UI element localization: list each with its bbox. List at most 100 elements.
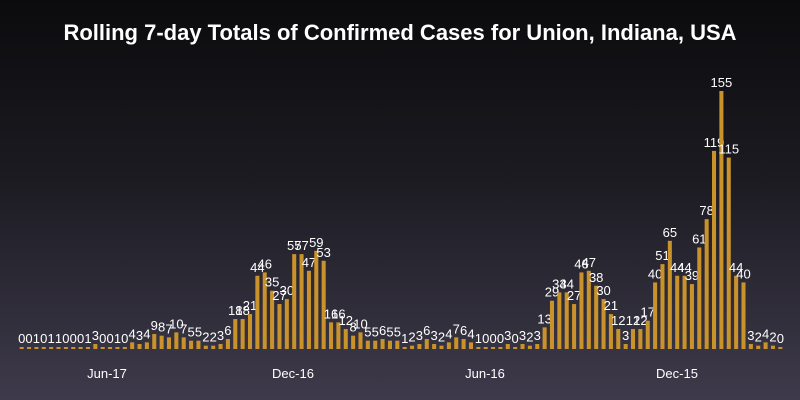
- data-label: 4: [143, 326, 150, 341]
- data-label: 59: [309, 235, 323, 250]
- bar: [351, 335, 356, 349]
- data-label: 12: [611, 313, 625, 328]
- bar: [225, 339, 230, 349]
- data-label: 34: [559, 276, 573, 291]
- bar: [756, 345, 761, 349]
- data-label: 1: [475, 331, 482, 346]
- x-tick-label: Dec-15: [656, 366, 698, 381]
- x-tick-label: Jun-16: [465, 366, 505, 381]
- data-label: 3: [217, 328, 224, 343]
- data-label: 2: [210, 330, 217, 345]
- bar: [174, 332, 179, 349]
- bar: [395, 340, 400, 349]
- bar: [653, 282, 658, 349]
- bar: [682, 275, 687, 349]
- bar: [56, 347, 61, 349]
- bar: [527, 345, 532, 349]
- data-label: 4: [445, 326, 452, 341]
- data-label: 7: [165, 321, 172, 336]
- data-label: 17: [641, 305, 655, 320]
- bar: [329, 322, 334, 349]
- data-label: 0: [482, 331, 489, 346]
- data-label: 0: [497, 331, 504, 346]
- data-label: 7: [453, 321, 460, 336]
- data-label: 155: [711, 75, 733, 90]
- bar: [498, 347, 503, 349]
- data-label: 27: [272, 288, 286, 303]
- data-label: 3: [747, 328, 754, 343]
- data-label: 8: [350, 320, 357, 335]
- data-label: 51: [655, 248, 669, 263]
- bar: [108, 347, 113, 349]
- bar: [763, 342, 768, 349]
- data-label: 4: [129, 326, 136, 341]
- data-label: 2: [769, 330, 776, 345]
- data-label: 27: [567, 288, 581, 303]
- data-label: 1: [48, 331, 55, 346]
- bar: [19, 347, 24, 349]
- data-label: 0: [25, 331, 32, 346]
- bar: [314, 250, 319, 349]
- bar: [697, 247, 702, 349]
- data-label: 4: [762, 326, 769, 341]
- data-label: 53: [316, 245, 330, 260]
- bar: [446, 342, 451, 349]
- data-label: 6: [379, 323, 386, 338]
- data-label: 2: [202, 330, 209, 345]
- data-label: 6: [224, 323, 231, 338]
- bar: [262, 272, 267, 349]
- data-label: 0: [512, 331, 519, 346]
- data-label: 44: [677, 260, 691, 275]
- data-label: 30: [596, 283, 610, 298]
- data-label: 10: [169, 316, 183, 331]
- bar: [468, 342, 473, 349]
- data-label: 65: [663, 225, 677, 240]
- data-label: 38: [589, 270, 603, 285]
- bar: [130, 342, 135, 349]
- data-label: 13: [537, 311, 551, 326]
- data-label: 0: [40, 331, 47, 346]
- data-label: 21: [604, 298, 618, 313]
- data-label: 8: [158, 320, 165, 335]
- bar: [726, 157, 731, 349]
- bar: [380, 339, 385, 349]
- data-label: 5: [386, 325, 393, 340]
- data-label: 119: [704, 135, 725, 150]
- data-label: 2: [438, 330, 445, 345]
- data-label: 44: [729, 260, 743, 275]
- bar: [343, 329, 348, 349]
- bar: [71, 347, 76, 349]
- data-label: 3: [622, 328, 629, 343]
- bar: [712, 150, 717, 349]
- data-label: 115: [718, 142, 739, 157]
- data-label: 5: [195, 325, 202, 340]
- bar: [542, 327, 547, 349]
- bar: [461, 339, 466, 349]
- x-tick-label: Dec-16: [272, 366, 314, 381]
- bar: [211, 345, 216, 349]
- data-label: 39: [685, 268, 699, 283]
- bar: [78, 347, 83, 349]
- bar: [439, 345, 444, 349]
- data-label: 0: [99, 331, 106, 346]
- data-label: 34: [552, 276, 566, 291]
- data-label: 0: [489, 331, 496, 346]
- bar: [476, 347, 481, 349]
- data-label: 29: [545, 285, 559, 300]
- data-label: 3: [519, 328, 526, 343]
- bar: [623, 344, 628, 349]
- bar: [513, 347, 518, 349]
- data-label: 47: [302, 255, 316, 270]
- data-label: 1: [55, 331, 62, 346]
- bar: [770, 345, 775, 349]
- data-label: 5: [364, 325, 371, 340]
- data-label: 5: [187, 325, 194, 340]
- bar: [233, 319, 238, 349]
- data-label: 7: [180, 321, 187, 336]
- bar: [189, 340, 194, 349]
- data-label: 1: [33, 331, 40, 346]
- bar: [203, 345, 208, 349]
- data-label: 1: [84, 331, 91, 346]
- data-label: 12: [626, 313, 640, 328]
